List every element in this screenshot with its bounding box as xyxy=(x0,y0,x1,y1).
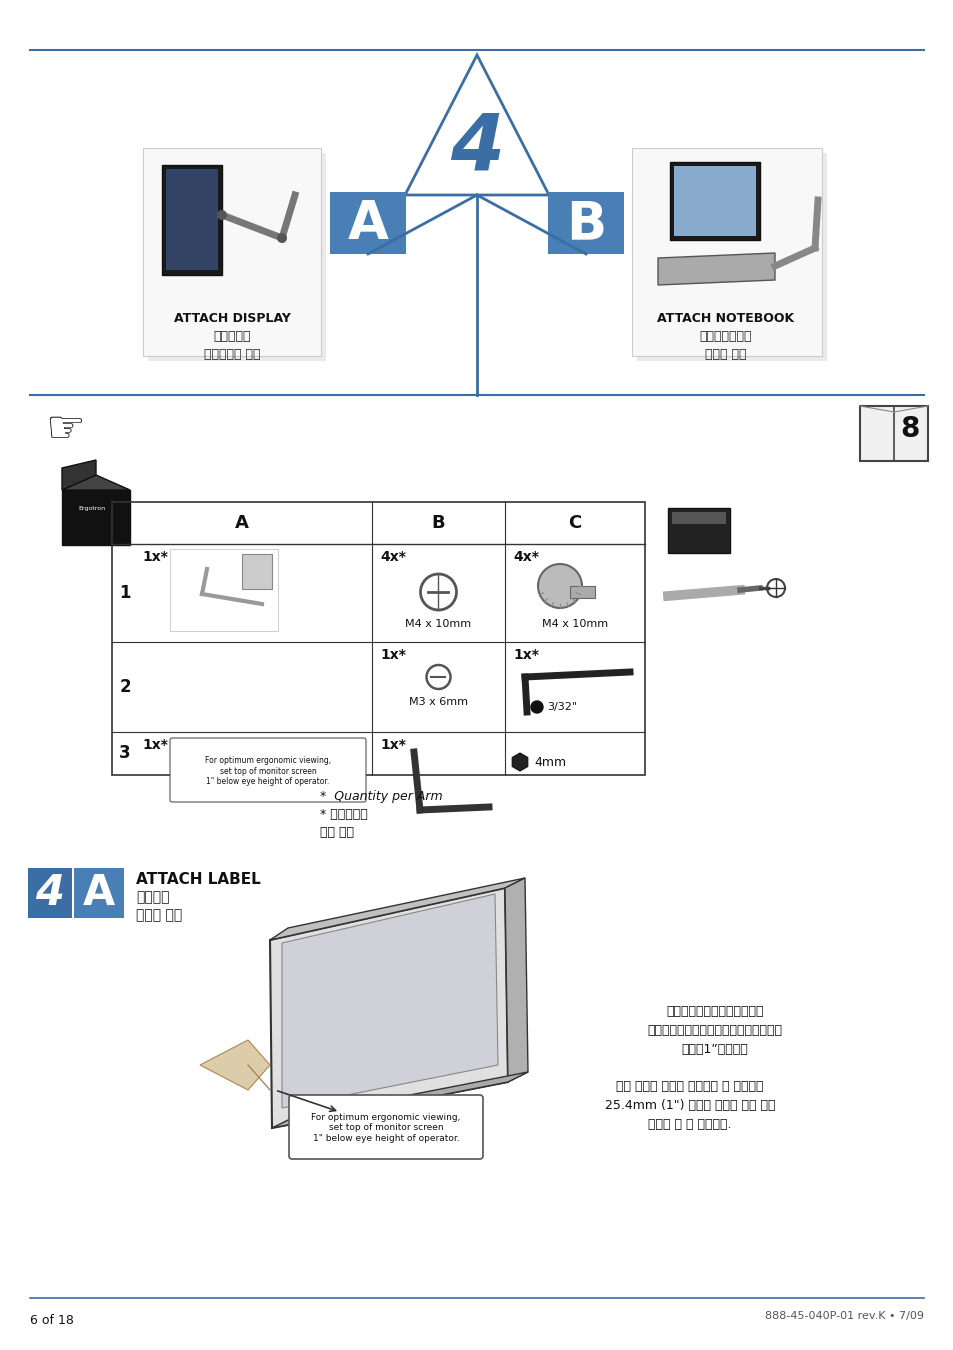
Text: 3/32": 3/32" xyxy=(546,702,577,711)
Text: For optimum ergonomic viewing,
set top of monitor screen
1" below eye height of : For optimum ergonomic viewing, set top o… xyxy=(311,1114,460,1143)
FancyBboxPatch shape xyxy=(289,1095,482,1160)
Text: A: A xyxy=(83,872,115,914)
Bar xyxy=(143,148,320,356)
Text: M4 x 10mm: M4 x 10mm xyxy=(541,620,607,629)
Text: C: C xyxy=(568,514,581,532)
Polygon shape xyxy=(166,169,218,270)
Polygon shape xyxy=(282,894,497,1108)
Text: 6 of 18: 6 of 18 xyxy=(30,1314,73,1327)
Text: ATTACH LABEL: ATTACH LABEL xyxy=(136,872,260,887)
Text: 자세로 볼 수 있습니다.: 자세로 볼 수 있습니다. xyxy=(648,1118,731,1131)
Circle shape xyxy=(276,234,287,243)
Circle shape xyxy=(537,564,581,608)
Text: B: B xyxy=(432,514,445,532)
Bar xyxy=(637,153,826,360)
Text: 888-45-040P-01 rev.K • 7/09: 888-45-040P-01 rev.K • 7/09 xyxy=(764,1311,923,1322)
Text: A: A xyxy=(234,514,249,532)
Text: 노트북 연결: 노트북 연결 xyxy=(704,348,746,360)
Polygon shape xyxy=(658,252,774,285)
Text: 将显示器屏幕的顶部调节到操作人员眼睛: 将显示器屏幕的顶部调节到操作人员眼睛 xyxy=(647,1025,781,1037)
Text: 安装显示器: 安装显示器 xyxy=(213,329,251,343)
Text: 상단 모니터 화면을 운영자의 눈 높이보다: 상단 모니터 화면을 운영자의 눈 높이보다 xyxy=(616,1080,763,1094)
Text: 디스플레이 부착: 디스플레이 부착 xyxy=(204,348,260,360)
Bar xyxy=(631,148,821,356)
Circle shape xyxy=(216,211,227,220)
FancyBboxPatch shape xyxy=(859,406,927,460)
FancyBboxPatch shape xyxy=(330,192,406,254)
Text: 为获得最佳人体工程学视角，: 为获得最佳人体工程学视角， xyxy=(665,1004,763,1018)
Text: M3 x 6mm: M3 x 6mm xyxy=(409,697,468,707)
Text: For optimum ergonomic viewing,
set top of monitor screen
1" below eye height of : For optimum ergonomic viewing, set top o… xyxy=(205,756,331,786)
Text: 4: 4 xyxy=(450,109,503,186)
Polygon shape xyxy=(200,1040,270,1089)
Polygon shape xyxy=(673,166,755,236)
Text: 1x*: 1x* xyxy=(142,738,168,752)
Text: 4x*: 4x* xyxy=(513,549,538,564)
Polygon shape xyxy=(270,878,524,940)
Text: 레이블 부착: 레이블 부착 xyxy=(136,909,182,922)
Bar xyxy=(671,512,725,524)
Polygon shape xyxy=(62,490,130,545)
Bar xyxy=(242,554,272,589)
Text: 1x*: 1x* xyxy=(513,648,538,662)
Text: B: B xyxy=(565,198,605,250)
FancyBboxPatch shape xyxy=(28,868,71,918)
Text: 암당 수량: 암당 수량 xyxy=(319,826,354,838)
Bar xyxy=(569,586,595,598)
Text: 4mm: 4mm xyxy=(534,756,565,768)
Text: 8: 8 xyxy=(900,414,919,443)
Text: A: A xyxy=(347,198,388,250)
Text: 安装笔记本电脑: 安装笔记本电脑 xyxy=(699,329,752,343)
Bar xyxy=(148,153,326,360)
Bar xyxy=(170,549,277,630)
Text: 2: 2 xyxy=(119,678,131,697)
Text: 4: 4 xyxy=(35,872,65,914)
Bar xyxy=(112,502,644,775)
Circle shape xyxy=(531,701,542,713)
FancyBboxPatch shape xyxy=(547,192,623,254)
Polygon shape xyxy=(62,475,130,490)
Text: 25.4mm (1") 아래에 맞추면 가장 편한: 25.4mm (1") 아래에 맞추면 가장 편한 xyxy=(604,1099,775,1112)
Polygon shape xyxy=(272,1072,527,1129)
Text: 3: 3 xyxy=(119,744,131,763)
Text: *  Quantity per Arm: * Quantity per Arm xyxy=(319,790,442,803)
Polygon shape xyxy=(270,888,507,1129)
Text: 高度以1”的地方。: 高度以1”的地方。 xyxy=(680,1044,747,1056)
Text: Ergotron: Ergotron xyxy=(78,506,105,512)
Text: 安装标签: 安装标签 xyxy=(136,890,170,905)
FancyBboxPatch shape xyxy=(170,738,366,802)
Text: M4 x 10mm: M4 x 10mm xyxy=(405,620,471,629)
Bar xyxy=(667,508,729,554)
FancyBboxPatch shape xyxy=(74,868,124,918)
Text: 1: 1 xyxy=(119,585,131,602)
Text: 1x*: 1x* xyxy=(379,648,405,662)
Text: ATTACH NOTEBOOK: ATTACH NOTEBOOK xyxy=(657,312,794,325)
Text: 1x*: 1x* xyxy=(142,549,168,564)
Polygon shape xyxy=(669,162,760,240)
Polygon shape xyxy=(504,878,527,1081)
Polygon shape xyxy=(162,165,222,275)
Text: * 每支臂数量: * 每支臂数量 xyxy=(319,809,367,821)
Text: 4x*: 4x* xyxy=(379,549,405,564)
Polygon shape xyxy=(62,460,96,490)
Text: ☞: ☞ xyxy=(45,408,85,451)
Text: 1x*: 1x* xyxy=(379,738,405,752)
Text: ATTACH DISPLAY: ATTACH DISPLAY xyxy=(173,312,290,325)
